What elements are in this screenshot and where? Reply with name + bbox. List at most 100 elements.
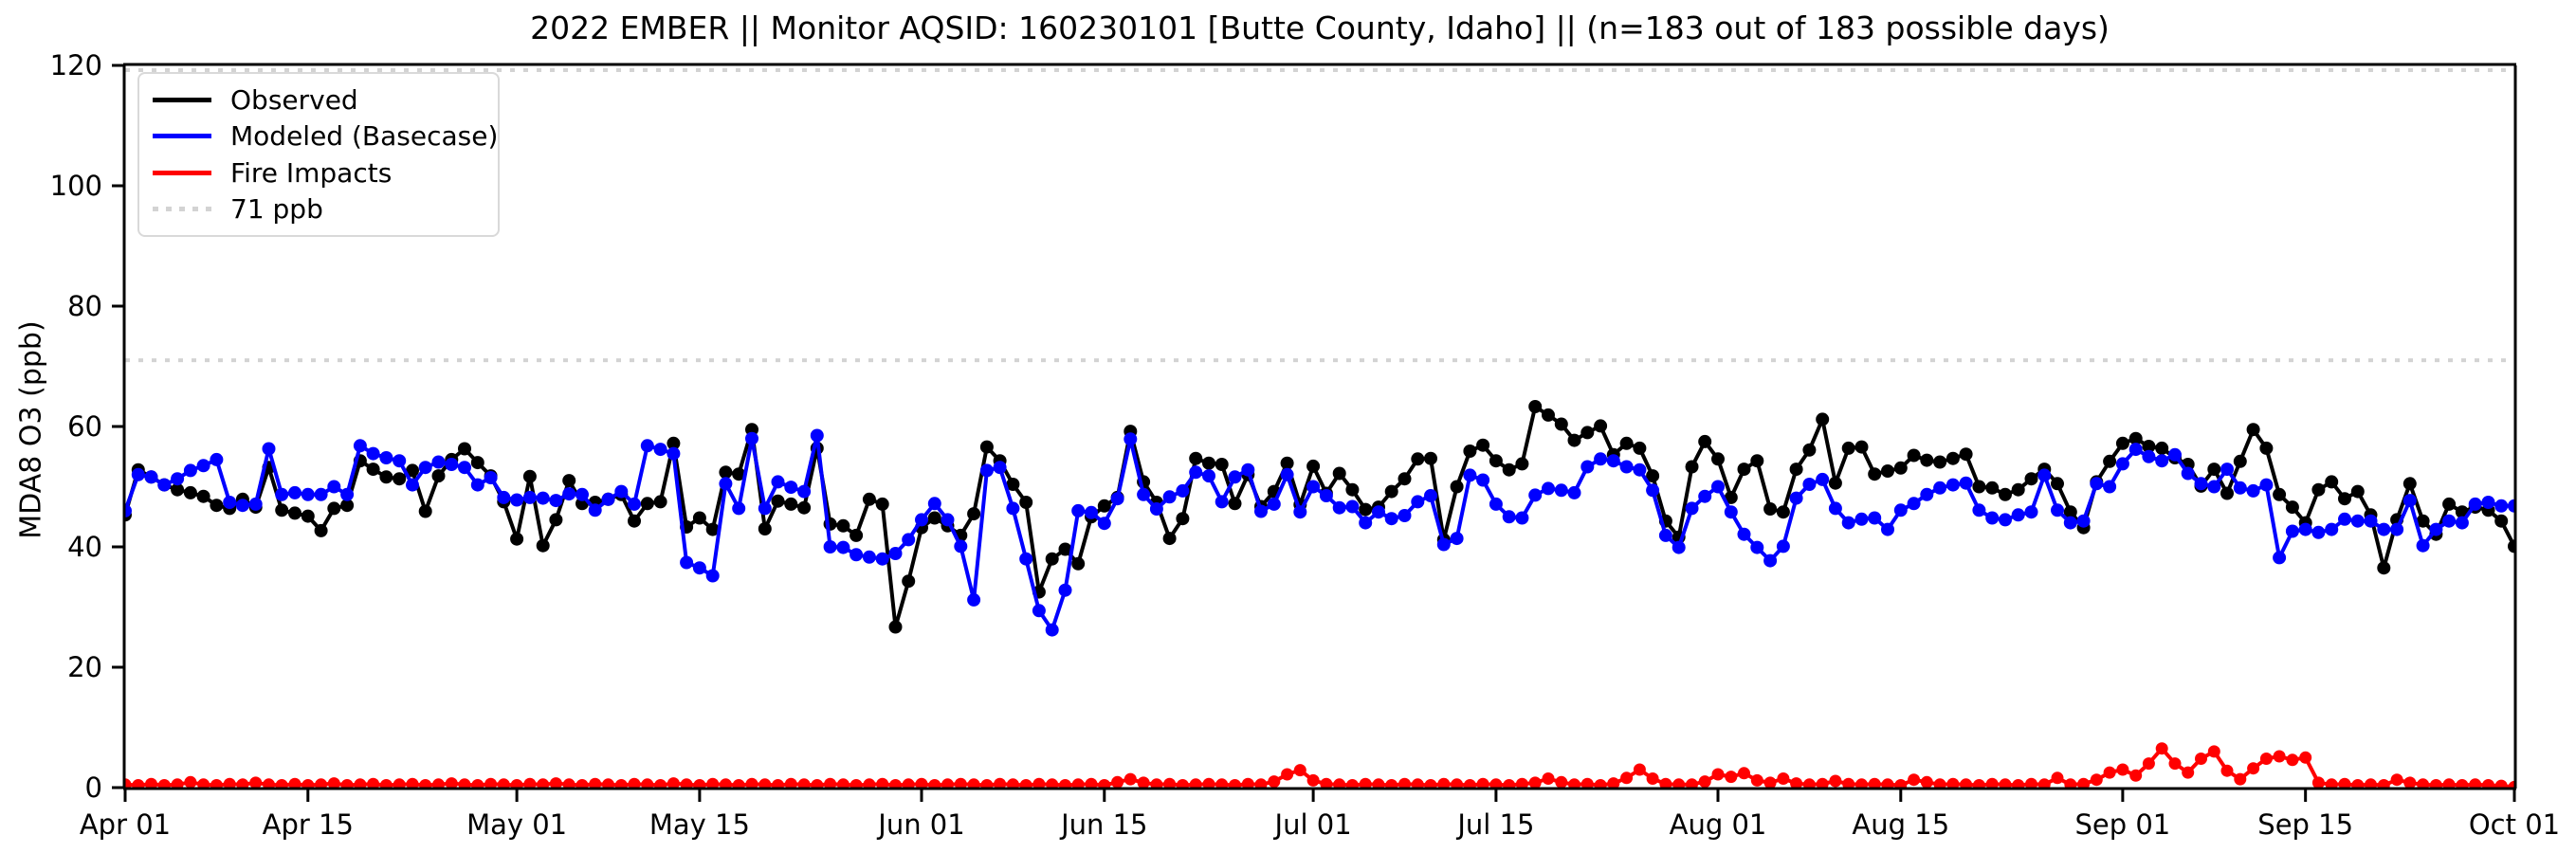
x-tick-label: Sep 01: [2074, 808, 2170, 841]
modeled-series-marker: [406, 478, 419, 492]
modeled-series-marker: [1528, 488, 1543, 502]
modeled-series-marker: [941, 513, 955, 527]
observed-series-marker: [902, 574, 916, 589]
modeled-series-marker: [1176, 483, 1190, 498]
fire-impacts-series-marker: [1424, 779, 1437, 789]
fire-impacts-series-marker: [667, 777, 680, 789]
modeled-series-marker: [1189, 465, 1203, 480]
modeled-series-marker: [1854, 512, 1869, 526]
modeled-series-marker: [1398, 509, 1412, 522]
observed-series-marker: [1424, 451, 1437, 465]
observed-series-marker: [1384, 484, 1398, 499]
fire-impacts-series-marker: [2273, 750, 2286, 763]
observed-series-marker: [1933, 455, 1947, 469]
fire-impacts-series-marker: [1985, 777, 1999, 789]
observed-series-marker: [1868, 467, 1882, 481]
modeled-series-marker: [1933, 481, 1947, 495]
fire-impacts-series-marker: [1528, 776, 1542, 789]
modeled-series-marker: [850, 548, 864, 562]
observed-series-marker: [1854, 440, 1869, 454]
modeled-series-marker: [732, 501, 746, 516]
modeled-series-marker: [2402, 494, 2417, 508]
x-tick-label: Sep 15: [2257, 808, 2353, 841]
modeled-series-marker: [1254, 504, 1268, 518]
fire-impacts-series-marker: [1515, 777, 1528, 789]
observed-series-marker: [393, 472, 407, 486]
observed-series-marker: [653, 495, 667, 509]
fire-impacts-series-marker: [2090, 773, 2103, 787]
observed-series-marker: [1711, 452, 1725, 466]
fire-impacts-series-marker: [2220, 764, 2234, 777]
modeled-series-marker: [497, 490, 511, 504]
modeled-series-marker: [288, 485, 301, 499]
modeled-series: [124, 428, 2515, 637]
fire-impacts-series-marker: [693, 779, 706, 789]
modeled-series-marker: [1724, 505, 1738, 519]
y-tick-label: 80: [67, 290, 102, 322]
modeled-series-marker: [536, 491, 550, 505]
fire-impacts-series-marker: [2299, 751, 2312, 764]
fire-impacts-series-marker: [1972, 779, 1985, 789]
observed-series-marker: [1893, 461, 1908, 475]
modeled-series-marker: [993, 461, 1007, 475]
fire-impacts-series-marker: [1359, 777, 1372, 789]
modeled-series-marker: [705, 569, 720, 583]
fire-impacts-series-marker: [2168, 757, 2182, 771]
observed-series-marker: [2338, 492, 2351, 506]
modeled-series-marker: [1489, 497, 1503, 511]
modeled-series-marker: [1763, 554, 1778, 568]
modeled-series-marker: [2350, 514, 2365, 528]
fire-impacts-series-marker: [301, 779, 315, 789]
fire-impacts-series-marker: [1451, 778, 1464, 789]
modeled-series-marker: [522, 490, 537, 504]
observed-series-marker: [1359, 502, 1373, 517]
modeled-series-marker: [171, 472, 185, 486]
modeled-series-marker: [2168, 447, 2182, 462]
fire-impacts-series-marker: [2469, 778, 2482, 789]
observed-series-marker: [705, 522, 720, 536]
y-axis-label: MDA8 O3 (ppb): [14, 320, 48, 539]
modeled-series-marker: [223, 496, 237, 509]
observed-series-marker: [1162, 532, 1177, 546]
fire-impacts-series-marker: [836, 778, 850, 789]
modeled-series-marker: [1972, 503, 1986, 517]
observed-series-marker: [640, 497, 654, 511]
observed-series-marker: [2142, 440, 2156, 453]
modeled-series-marker: [1985, 511, 2000, 525]
fire-impacts-series-marker: [2247, 762, 2260, 775]
legend-item-threshold: 71 ppb: [153, 191, 484, 227]
modeled-series-marker: [2076, 514, 2091, 528]
modeled-series-marker: [1619, 460, 1634, 474]
x-tick-label: Jun 01: [876, 808, 964, 841]
fire-impacts-series-marker: [2051, 771, 2064, 785]
observed-series-marker: [210, 499, 224, 513]
fire-impacts-series-marker: [1842, 777, 1855, 789]
fire-impacts-series-marker: [641, 778, 654, 789]
observed-series-marker: [1228, 497, 1242, 511]
modeled-series-marker: [1776, 539, 1790, 554]
modeled-series-marker: [2011, 508, 2025, 522]
observed-series-marker: [2024, 472, 2038, 486]
modeled-series-marker: [275, 487, 289, 501]
fire-impacts-series-marker: [2064, 778, 2077, 789]
observed-series-marker: [379, 470, 393, 484]
observed-series-marker: [888, 620, 903, 634]
fire-impacts-series-marker: [2390, 773, 2403, 787]
fire-impacts-series-marker: [1802, 778, 1816, 789]
observed-series-marker: [784, 497, 798, 511]
fire-impacts-series-line: [124, 746, 2515, 789]
fire-impacts-series-marker: [1686, 778, 1698, 789]
fire-impacts-series-marker: [432, 778, 445, 789]
fire-impacts-series-marker: [654, 779, 667, 789]
observed-series-marker: [1802, 443, 1817, 457]
observed-series-marker: [719, 465, 733, 480]
modeled-series-marker: [1149, 502, 1163, 516]
observed-series-marker: [2416, 514, 2430, 528]
modeled-line-sample: [153, 134, 211, 139]
fire-impacts-series-marker: [2417, 778, 2430, 789]
observed-series-marker: [2311, 482, 2326, 497]
modeled-series-marker: [2481, 496, 2495, 509]
fire-impacts-series-marker: [393, 778, 406, 789]
observed-series-marker: [1097, 499, 1111, 513]
